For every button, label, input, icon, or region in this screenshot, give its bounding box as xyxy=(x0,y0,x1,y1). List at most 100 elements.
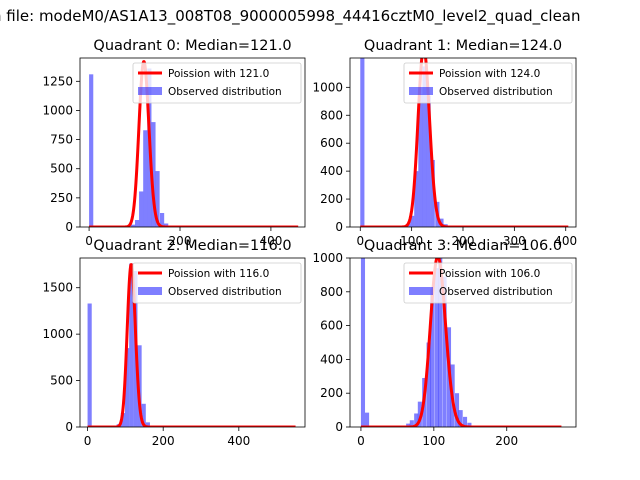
legend-label-observed: Observed distribution xyxy=(439,286,553,298)
x-tick-label: 0 xyxy=(84,434,92,448)
x-tick-label: 400 xyxy=(227,434,250,448)
x-tick-label: 400 xyxy=(259,234,282,248)
histogram-bar xyxy=(160,213,165,227)
legend-label-observed: Observed distribution xyxy=(168,86,282,98)
x-tick-label: 0 xyxy=(357,434,365,448)
legend-box xyxy=(132,62,302,104)
y-tick-label: 400 xyxy=(320,352,343,366)
x-tick-label: 200 xyxy=(495,434,518,448)
histogram-bar xyxy=(430,159,435,227)
histogram-bar xyxy=(414,413,419,427)
y-tick-label: 1000 xyxy=(312,80,343,94)
histogram-bar xyxy=(145,422,150,427)
chart-panel-1: 0 100 200 300 400 0 200 400 600 800 1000 Quadrant 1… xyxy=(312,38,577,248)
chart-panel-2: 0 200 400 0 500 1000 1500 Quadrant 2: Median=11… xyxy=(42,238,306,448)
x-tick-label: 200 xyxy=(452,234,475,248)
histogram-bar xyxy=(139,191,144,227)
histogram-bar xyxy=(125,348,130,427)
legend-label-poisson: Poission with 106.0 xyxy=(439,268,540,280)
legend-box xyxy=(403,62,573,104)
poisson-curve xyxy=(86,263,297,427)
x-tick-label: 100 xyxy=(422,434,445,448)
histogram-bar xyxy=(410,215,415,227)
y-tick-label: 750 xyxy=(50,133,73,147)
plot-data xyxy=(359,58,570,227)
y-tick-label: 0 xyxy=(65,420,73,434)
axes-frame xyxy=(79,257,306,428)
histogram-bar xyxy=(458,410,463,427)
histogram-bar xyxy=(442,276,447,427)
histogram-bar xyxy=(426,95,431,227)
x-tick-label: 0 xyxy=(356,234,364,248)
x-tick-label: 100 xyxy=(400,234,423,248)
histogram-bar xyxy=(360,258,366,427)
poisson-curve xyxy=(360,258,563,427)
y-tick-label: 500 xyxy=(50,162,73,176)
y-tick-label: 600 xyxy=(320,319,343,333)
histogram-bar xyxy=(426,342,431,427)
histogram-bar xyxy=(414,171,419,227)
histogram-bar xyxy=(463,416,468,427)
y-tick-label: 0 xyxy=(335,420,343,434)
histogram-bar xyxy=(155,171,160,227)
axes-frame xyxy=(349,257,577,428)
legend-label-poisson: Poission with 124.0 xyxy=(439,68,540,80)
histogram-bar xyxy=(430,288,435,427)
legend-swatch-observed xyxy=(409,287,433,295)
legend-swatch-observed xyxy=(409,87,433,95)
histogram-bar xyxy=(141,403,146,427)
histogram-bar xyxy=(418,94,423,227)
y-tick-label: 1250 xyxy=(42,74,73,88)
axes-frame xyxy=(79,57,306,228)
legend-box xyxy=(403,262,573,304)
legend-label-observed: Observed distribution xyxy=(168,286,282,298)
histogram-bar xyxy=(409,420,414,427)
y-tick-label: 600 xyxy=(320,136,343,150)
y-tick-label: 800 xyxy=(320,108,343,122)
histogram-bar xyxy=(434,268,439,427)
y-tick-label: 0 xyxy=(65,220,73,234)
histogram-bar xyxy=(360,58,365,227)
x-tick-label: 200 xyxy=(169,234,192,248)
histogram-bar xyxy=(130,224,136,227)
x-tick-label: 300 xyxy=(503,234,526,248)
legend-label-poisson: Poission with 121.0 xyxy=(168,68,269,80)
chart-panel-0: 0 200 400 0 250 500 750 1000 1250 Quadrant 0: Med… xyxy=(42,38,306,248)
histogram-bar xyxy=(129,263,134,427)
legend-box xyxy=(132,262,302,304)
legend-swatch-observed xyxy=(138,287,162,295)
y-tick-label: 1500 xyxy=(42,281,73,295)
y-tick-label: 200 xyxy=(320,386,343,400)
y-tick-label: 0 xyxy=(335,220,343,234)
chart-title: Quadrant 1: Median=124.0 xyxy=(364,38,562,54)
chart-title: Quadrant 2: Median=116.0 xyxy=(93,238,291,254)
y-tick-label: 1000 xyxy=(312,251,343,265)
histogram-bar xyxy=(454,393,460,427)
chart-title: Quadrant 0: Median=121.0 xyxy=(93,38,291,54)
y-tick-label: 800 xyxy=(320,285,343,299)
y-tick-label: 1000 xyxy=(42,103,73,117)
x-tick-label: 400 xyxy=(554,234,577,248)
y-tick-label: 200 xyxy=(320,192,343,206)
histogram-bar xyxy=(422,66,427,227)
y-tick-label: 400 xyxy=(320,164,343,178)
histogram-bar xyxy=(438,258,443,427)
plot-data xyxy=(360,258,563,427)
y-tick-label: 1000 xyxy=(42,327,73,341)
chart-panel-3: 0 100 200 0 200 400 600 800 1000 Quadrant 3: Medi… xyxy=(312,238,577,448)
legend-swatch-observed xyxy=(138,87,162,95)
figure-suptitle: n file: modeM0/AS1A13_008T08_9000005998_… xyxy=(0,7,581,26)
histogram-bar xyxy=(365,412,370,427)
histogram-bar xyxy=(87,303,92,427)
histogram-bar xyxy=(164,223,169,227)
histogram-bar xyxy=(467,422,472,427)
x-tick-label: 0 xyxy=(85,234,93,248)
legend-label-observed: Observed distribution xyxy=(439,86,553,98)
histogram-bar xyxy=(151,122,156,227)
histogram-bar xyxy=(406,423,411,427)
chart-title: Quadrant 3: Median=106.0 xyxy=(364,238,562,254)
y-tick-label: 250 xyxy=(50,191,73,205)
x-tick-label: 200 xyxy=(152,434,175,448)
histogram-bar xyxy=(89,74,94,227)
